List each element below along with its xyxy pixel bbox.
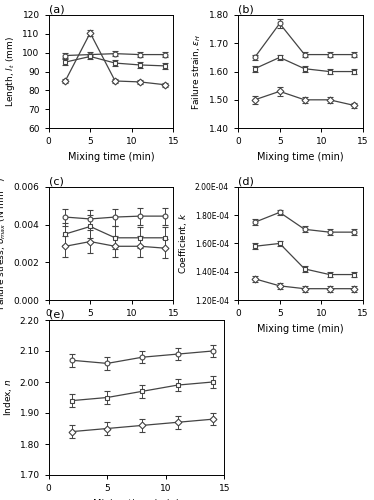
Legend:  <box>215 466 220 471</box>
Y-axis label: Coefficient, $k$: Coefficient, $k$ <box>177 212 189 274</box>
Legend:  <box>53 119 58 124</box>
Y-axis label: Index, $n$: Index, $n$ <box>2 378 14 416</box>
Legend:  <box>242 291 247 296</box>
X-axis label: Mixing time (min): Mixing time (min) <box>93 498 180 500</box>
X-axis label: Mixing time (min): Mixing time (min) <box>68 324 154 334</box>
X-axis label: Mixing time (min): Mixing time (min) <box>68 152 154 162</box>
Y-axis label: Failure strain, $\varepsilon_H$: Failure strain, $\varepsilon_H$ <box>191 34 203 110</box>
Text: (a): (a) <box>49 4 64 14</box>
Legend:  <box>242 119 247 124</box>
Text: (c): (c) <box>49 176 64 186</box>
Y-axis label: Length, $l_t$ (mm): Length, $l_t$ (mm) <box>4 36 17 107</box>
Text: (b): (b) <box>238 4 254 14</box>
Text: (e): (e) <box>49 309 64 319</box>
Legend:  <box>164 291 169 296</box>
X-axis label: Mixing time (min): Mixing time (min) <box>257 324 344 334</box>
Text: (d): (d) <box>238 176 254 186</box>
Y-axis label: Failure stress, $\sigma_{max}$ (N mm$^{-2}$): Failure stress, $\sigma_{max}$ (N mm$^{-… <box>0 176 8 310</box>
X-axis label: Mixing time (min): Mixing time (min) <box>257 152 344 162</box>
